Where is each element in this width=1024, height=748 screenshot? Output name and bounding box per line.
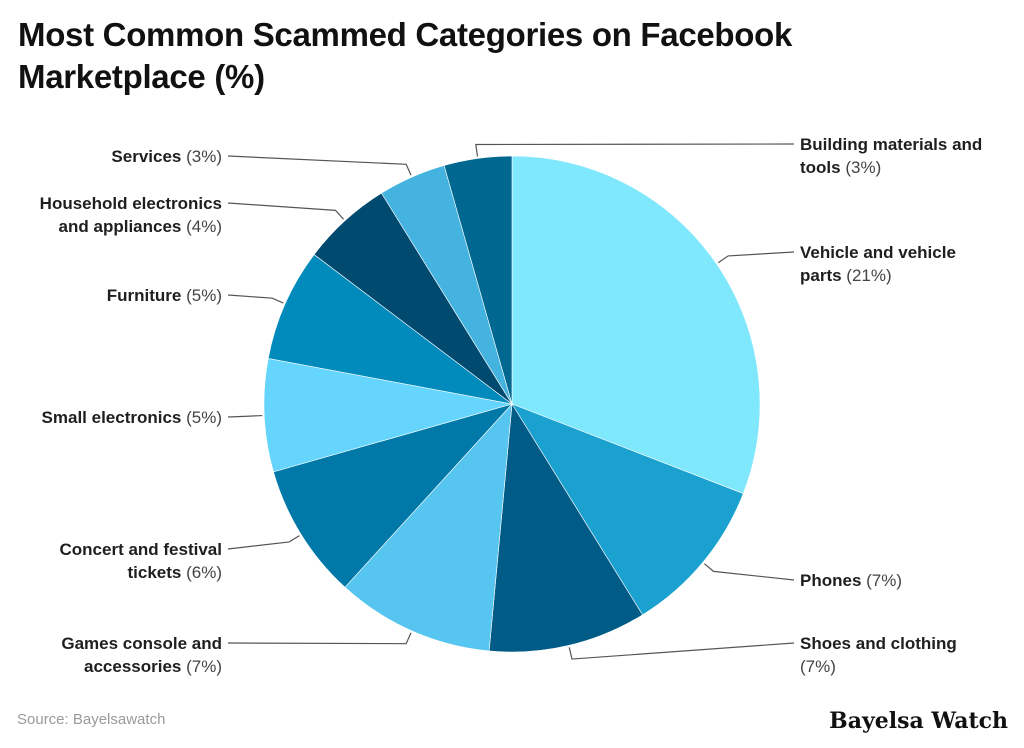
leader-line: [227, 535, 300, 550]
slice-label: Shoes and clothing: [800, 634, 957, 653]
pie-slice: [488, 403, 643, 653]
leader-line: [227, 414, 263, 418]
slice-labels: Vehicle and vehicle parts (21%) Phones (7%…: [40, 135, 983, 676]
slice-label: (7%): [800, 657, 836, 676]
leader-line: [227, 202, 345, 220]
slice-label: parts (21%): [800, 266, 892, 285]
slice-label: Small electronics (5%): [42, 408, 222, 427]
slice-label: tickets (6%): [128, 563, 223, 582]
pie-slice: [263, 358, 513, 473]
chart-title: Most Common Scammed Categories on Facebo…: [18, 16, 793, 95]
slice-label: Services (3%): [111, 147, 222, 166]
leader-line: [703, 563, 795, 581]
slice-label: and appliances (4%): [59, 217, 222, 236]
leader-line: [227, 294, 284, 304]
leader-line: [717, 251, 795, 264]
leader-line: [227, 632, 412, 645]
pie-slice: [267, 254, 513, 405]
leader-lines: [227, 143, 795, 660]
pie-slice: [511, 403, 744, 616]
pie-slice: [511, 155, 761, 494]
source-note: Source: Bayelsawatch: [17, 711, 166, 728]
pie-slices: [263, 155, 761, 653]
slice-label: Concert and festival: [60, 540, 223, 559]
slice-label: accessories (7%): [84, 657, 222, 676]
pie-slice: [273, 403, 513, 588]
leader-line: [475, 143, 795, 157]
slice-label: Games console and: [61, 634, 222, 653]
leader-line: [568, 642, 795, 660]
brand-logo: Bayelsa Watch: [829, 708, 1008, 734]
slice-label: Phones (7%): [800, 571, 902, 590]
slice-label: Vehicle and vehicle: [800, 243, 956, 262]
leader-line: [227, 155, 412, 176]
pie-slice: [344, 403, 513, 652]
slice-label: tools (3%): [800, 158, 881, 177]
slice-label: Building materials and: [800, 135, 982, 154]
pie-slice: [443, 155, 513, 405]
slice-label: Furniture (5%): [107, 286, 222, 305]
slice-label: Household electronics: [40, 194, 222, 213]
